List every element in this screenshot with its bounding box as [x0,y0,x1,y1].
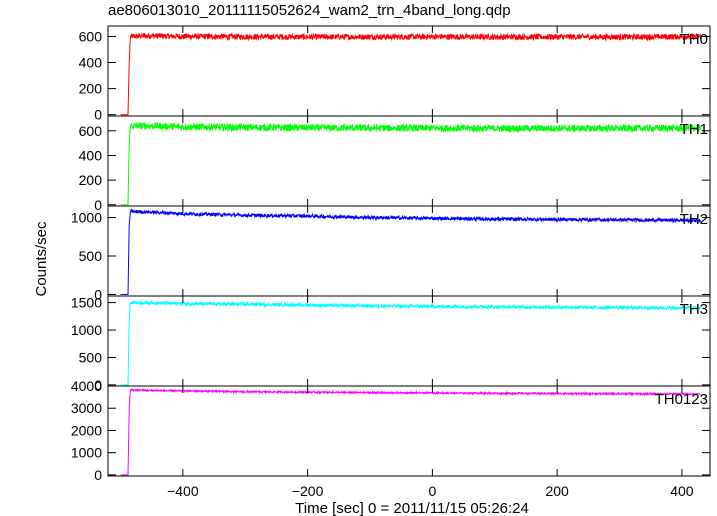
y-tick-label: 400 [79,147,103,163]
y-tick-label: 0 [94,467,102,483]
x-tick-label: −200 [292,483,324,499]
y-tick-label: 3000 [71,400,102,416]
y-tick-label: 600 [79,123,103,139]
series-line-th1 [120,121,702,206]
x-tick-label: 200 [545,483,569,499]
y-tick-label: 1000 [71,322,102,338]
panel-th2: 0 500 1000 TH2 [71,205,711,302]
x-tick-label: 400 [670,483,694,499]
x-tick-label: 0 [428,483,436,499]
series-line-th0123 [120,387,701,476]
y-tick-label: 1000 [71,445,102,461]
y-tick-label: 4000 [71,378,102,394]
panels-group: 0 200 400 600 TH0 0 200 400 600 TH1 0 500 1000 TH2 0 50… [71,25,711,499]
panel-th0: 0 200 400 600 TH0 [79,25,711,123]
y-axis-label: Counts/sec [33,221,50,297]
panel-label: TH0 [680,31,708,48]
y-tick-label: 1500 [71,295,102,311]
y-tick-label: 1000 [71,210,102,226]
panel-label: TH1 [680,121,708,138]
panel-frame [107,385,711,477]
panel-th0123: 0 1000 2000 3000 4000 TH0123 [71,378,711,483]
y-tick-label: 500 [79,248,103,264]
y-tick-label: 600 [79,28,103,44]
y-tick-label: 500 [79,349,103,365]
y-tick-label: 200 [79,172,103,188]
panel-th3: 0 500 1000 1500 TH3 [71,295,711,393]
x-tick-label: −400 [167,483,199,499]
panel-label: TH0123 [655,391,708,408]
y-tick-label: 0 [94,286,102,302]
panel-th1: 0 200 400 600 TH1 [79,115,711,213]
y-tick-label: 400 [79,55,103,71]
y-tick-label: 2000 [71,422,102,438]
panel-label: TH2 [680,211,708,228]
y-tick-label: 0 [94,377,102,393]
series-line-th2 [120,208,701,295]
chart-title: ae806013010_20111115052624_wam2_trn_4ban… [108,2,511,19]
x-axis-label: Time [sec] 0 = 2011/11/15 05:26:24 [295,500,529,516]
panel-label: TH3 [680,301,708,318]
panel-frame [107,295,711,387]
y-tick-label: 0 [94,107,102,123]
series-line-th0 [120,31,702,116]
y-tick-label: 0 [94,197,102,213]
series-line-th3 [120,299,702,386]
y-tick-label: 200 [79,81,103,97]
